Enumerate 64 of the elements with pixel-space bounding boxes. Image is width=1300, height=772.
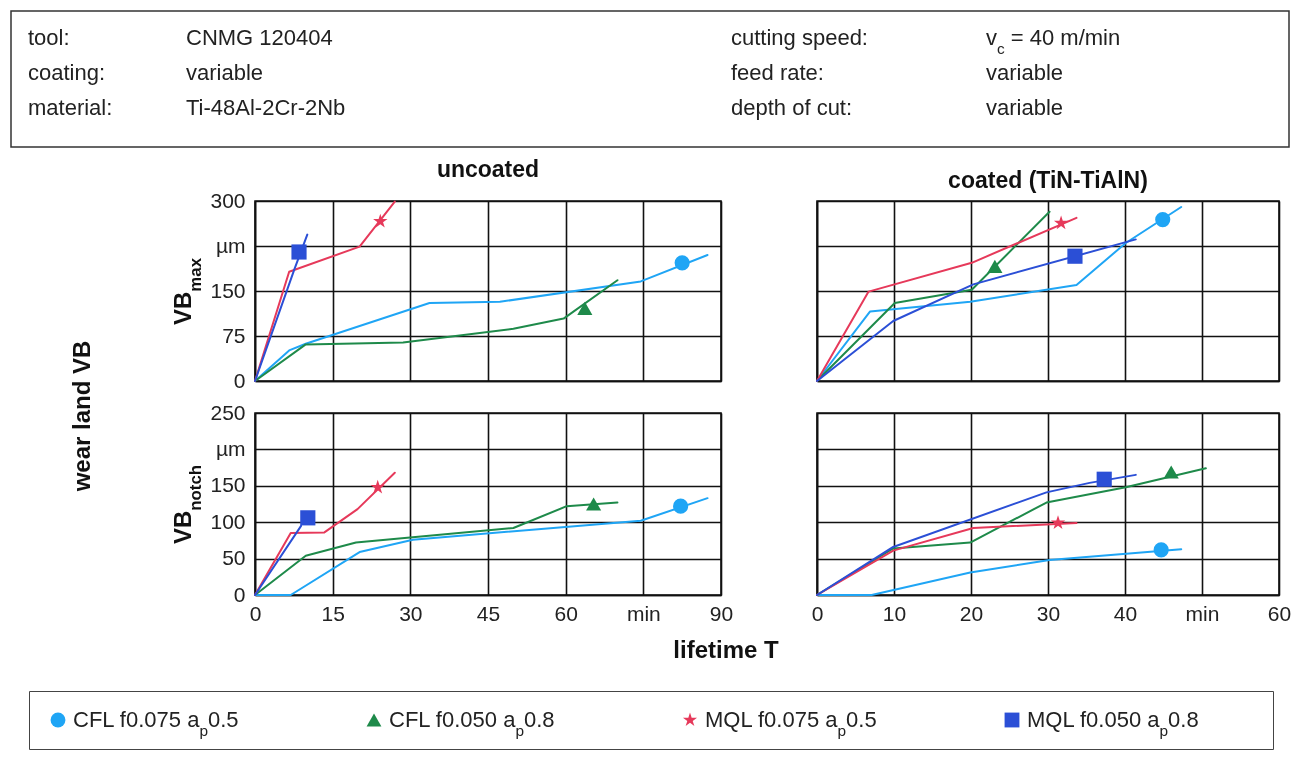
text: feed rate: — [731, 60, 824, 85]
point — [373, 213, 388, 228]
text: variable — [986, 95, 1064, 120]
text: variable — [986, 60, 1064, 85]
point — [1050, 515, 1066, 530]
point — [300, 510, 316, 526]
y-tick-label: µm — [215, 436, 246, 460]
point — [577, 301, 593, 315]
x-tick-label: min — [1185, 601, 1220, 625]
text: cutting speed: — [731, 25, 868, 50]
x-tick-label: min — [626, 601, 661, 625]
text: tool: — [28, 25, 70, 50]
y-tick-label: 250 — [210, 400, 246, 424]
text: coating: — [28, 60, 106, 85]
x-tick-label: 20 — [959, 601, 984, 625]
text: material: — [28, 95, 113, 120]
chart-title: uncoated — [436, 156, 540, 182]
point — [291, 244, 307, 260]
y-tick-label: 0 — [233, 368, 246, 392]
point — [586, 497, 602, 511]
point — [1163, 465, 1179, 479]
x-tick-label: 60 — [1267, 601, 1292, 625]
point — [674, 255, 690, 271]
x-tick-label: 10 — [882, 601, 907, 625]
y-tick-label: 75 — [222, 323, 246, 347]
x-axis-title: lifetime T — [673, 636, 780, 663]
y-tick-label: 0 — [233, 582, 246, 606]
y-tick-label: 150 — [210, 473, 246, 497]
text: wear land VB — [68, 340, 95, 493]
point — [1096, 471, 1112, 487]
x-tick-label: 30 — [1036, 601, 1061, 625]
x-tick-label: 90 — [709, 601, 734, 625]
point — [370, 479, 385, 494]
text: variable — [186, 60, 264, 85]
x-tick-label: 30 — [399, 601, 423, 625]
x-tick-label: 0 — [811, 601, 824, 625]
point — [1155, 212, 1171, 228]
point — [1053, 215, 1069, 230]
legend-label: MQL f0.075 a$_{p}$0.5 — [705, 707, 877, 739]
text: v$_{c}$ = 40 m/min — [986, 25, 1121, 57]
chart-title: coated (TiN-TiAlN) — [948, 167, 1148, 193]
x-tick-label: 40 — [1113, 601, 1138, 625]
legend-label: CFL f0.075 a$_{p}$0.5 — [73, 707, 239, 739]
line-series — [254, 497, 709, 596]
x-tick-label: 0 — [249, 601, 262, 625]
y-tick-label: 50 — [222, 546, 246, 570]
y-tick-label: 300 — [210, 188, 246, 212]
x-tick-label: 60 — [554, 601, 578, 625]
y-tick-label: 100 — [210, 509, 246, 533]
x-tick-label: 45 — [476, 601, 501, 625]
legend-label: CFL f0.050 a$_{p}$0.8 — [389, 707, 555, 739]
point — [987, 259, 1003, 273]
y-tick-label: µm — [215, 233, 246, 257]
text: Ti-48Al-2Cr-2Nb — [186, 95, 346, 120]
point — [1153, 542, 1169, 558]
text: depth of cut: — [731, 95, 853, 120]
x-tick-label: 15 — [321, 601, 345, 625]
text: CNMG 120404 — [186, 25, 333, 50]
line-series — [254, 501, 619, 596]
point — [673, 498, 689, 514]
point — [1067, 248, 1083, 264]
line-series — [254, 279, 619, 382]
legend-label: MQL f0.050 a$_{p}$0.8 — [1027, 707, 1199, 739]
y-tick-label: 150 — [210, 278, 246, 302]
